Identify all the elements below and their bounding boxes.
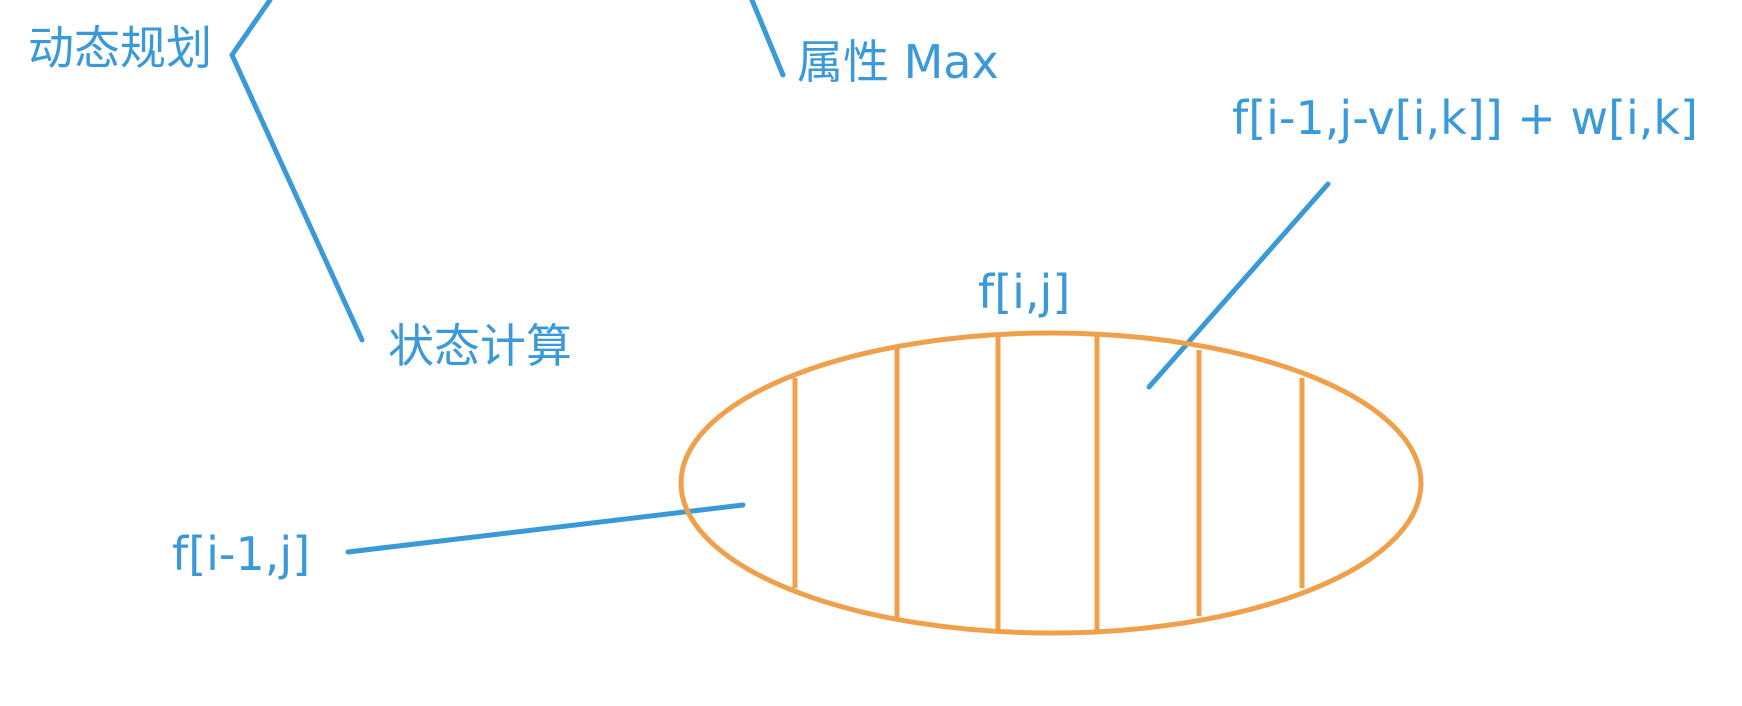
label-f-prev: f[i-1,j] (172, 527, 310, 581)
stroke-prev-pointer (345, 502, 746, 555)
label-attribute: 属性 Max (797, 35, 999, 89)
stroke-transition-pointer (1146, 181, 1331, 390)
stroke-dp-up (229, 0, 273, 58)
label-state-calc: 状态计算 (388, 319, 572, 373)
stroke-dp-to-state (229, 52, 365, 343)
ellipse-outline (678, 330, 1424, 636)
label-transition: f[i-1,j-v[i,k]] + w[i,k] (1232, 91, 1698, 145)
stroke-attribute-connector (749, 0, 786, 78)
state-set-ellipse (678, 330, 1424, 636)
label-dp: 动态规划 (28, 21, 212, 75)
label-f-ij: f[i,j] (978, 265, 1070, 319)
